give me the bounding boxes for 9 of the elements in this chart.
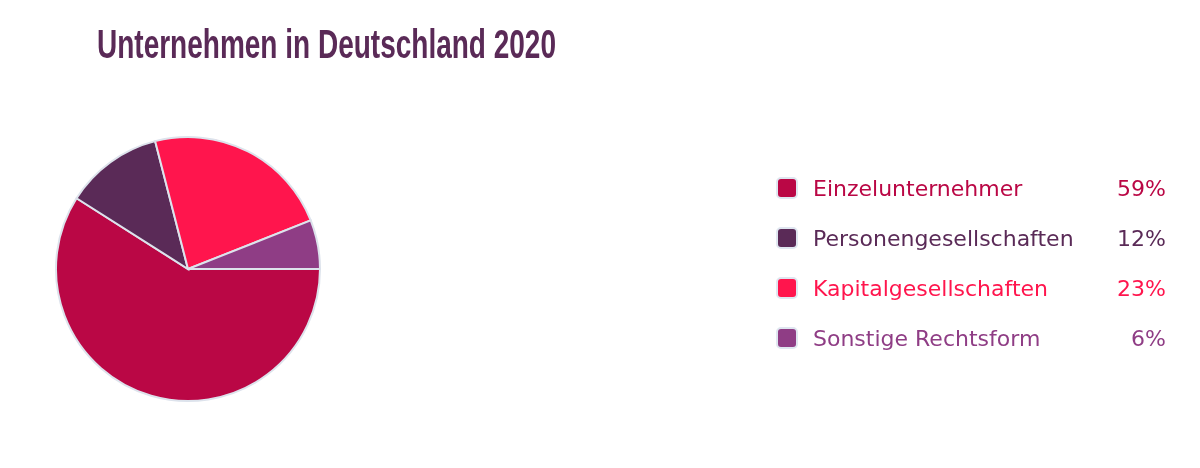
data-label: 23% [1117, 275, 1166, 301]
data-label: 59% [1117, 175, 1166, 201]
legend-label: Personengesellschaften [813, 225, 1074, 251]
data-label: 12% [1117, 225, 1166, 251]
data-label: 6% [1131, 325, 1166, 351]
legend-label: Einzelunternehmer [813, 175, 1023, 201]
legend-label: Sonstige Rechtsform [813, 325, 1041, 351]
legend-label: Kapitalgesellschaften [813, 275, 1048, 301]
chart-title: Unternehmen in Deutschland 2020 [97, 21, 557, 68]
